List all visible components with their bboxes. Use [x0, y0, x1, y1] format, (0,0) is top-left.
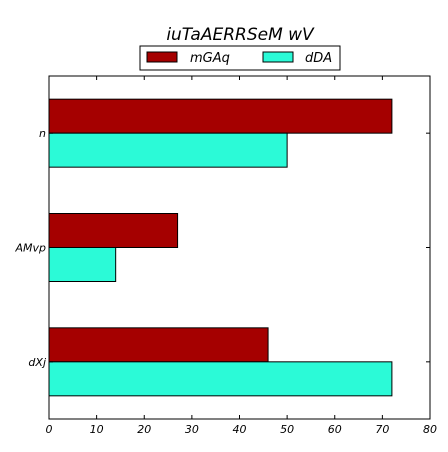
legend-label-dda: dDA [305, 51, 332, 66]
bar-dda-n [48, 132, 288, 168]
plot-area: n AMvp dXj 0 10 20 30 40 50 60 70 80 [14, 75, 437, 436]
legend-label-mgaq: mGAq [190, 51, 230, 66]
x-tick-label-10: 10 [90, 423, 104, 436]
x-tick-label-0: 0 [46, 423, 53, 436]
legend: mGAq dDA [139, 45, 341, 71]
y-tick-label-amvp: AMvp [14, 242, 46, 255]
legend-swatch-mgaq [146, 51, 178, 63]
x-tick-label-60: 60 [328, 423, 342, 436]
bar-mgaq-dxj [48, 327, 269, 363]
x-tick-label-50: 50 [280, 423, 294, 436]
x-tick-label-30: 30 [185, 423, 199, 436]
x-tick-label-80: 80 [423, 423, 437, 436]
y-tick-label-n: n [39, 127, 46, 140]
chart-title: iuTaAERRSeM wV [166, 25, 315, 45]
x-tick-label-20: 20 [137, 423, 151, 436]
x-tick-label-40: 40 [233, 423, 247, 436]
x-tick-label-70: 70 [375, 423, 389, 436]
bar-mgaq-n [48, 98, 393, 134]
bar-mgaq-amvp [48, 213, 179, 248]
legend-swatch-dda [262, 51, 294, 63]
bar-dda-amvp [48, 247, 117, 282]
bar-dda-dxj [48, 361, 393, 397]
y-tick-label-dxj: dXj [28, 356, 47, 369]
